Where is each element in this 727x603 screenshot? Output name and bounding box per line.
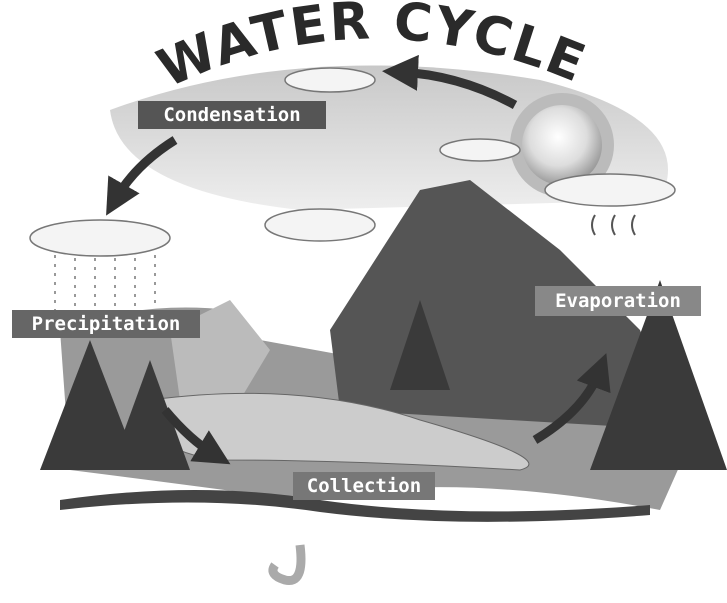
vapor bbox=[592, 215, 635, 235]
label-precipitation: Precipitation bbox=[12, 310, 200, 338]
label-text: Precipitation bbox=[32, 313, 181, 335]
label-collection: Collection bbox=[293, 472, 435, 500]
label-text: Evaporation bbox=[555, 290, 681, 312]
label-text: Condensation bbox=[163, 104, 300, 126]
label-evaporation: Evaporation bbox=[535, 286, 701, 316]
decoration bbox=[273, 545, 301, 581]
water-cycle-diagram: WATER CYCLE bbox=[0, 0, 727, 603]
label-condensation: Condensation bbox=[138, 101, 326, 129]
label-text: Collection bbox=[307, 475, 421, 497]
rain bbox=[55, 255, 155, 310]
